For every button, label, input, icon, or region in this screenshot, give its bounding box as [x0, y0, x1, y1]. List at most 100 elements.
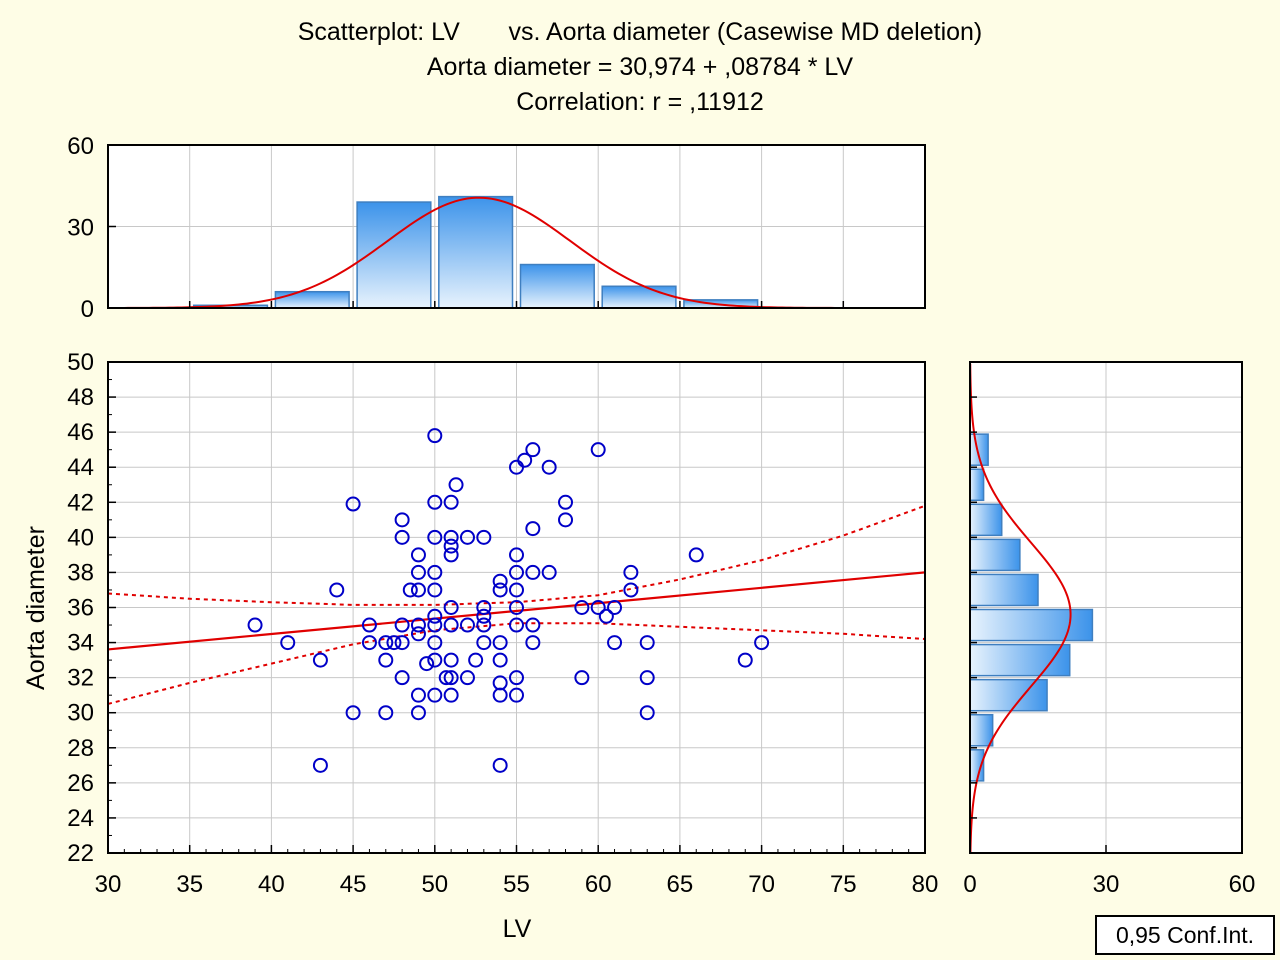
scatter-point	[361, 635, 377, 651]
scatter-point	[574, 600, 590, 615]
confidence-band	[108, 504, 925, 705]
right-histogram-bar	[969, 608, 1094, 642]
scatter-point	[427, 635, 443, 651]
scatter-grid	[108, 362, 925, 853]
scatter-point	[410, 687, 426, 703]
scatter-point	[459, 529, 475, 545]
scatter-point	[476, 608, 492, 624]
scatter-point	[639, 670, 655, 686]
scatter-point	[476, 635, 492, 651]
scatter-point	[492, 757, 508, 773]
x-tick-label: 50	[421, 871, 448, 898]
scatter-point	[607, 635, 623, 651]
right-histogram-bar	[969, 468, 985, 502]
x-tick-label: 55	[503, 871, 530, 898]
x-tick-label: 30	[95, 871, 122, 898]
scatter-points	[247, 428, 770, 773]
scatter-point	[443, 547, 459, 563]
scatter-point	[525, 521, 541, 537]
right-histogram-bar	[969, 503, 1003, 537]
scatter-point	[525, 564, 541, 580]
y-tick-label: 24	[67, 805, 94, 832]
right-x-tick-label: 30	[1093, 871, 1120, 898]
scatter-point	[361, 617, 377, 633]
right-histogram-bar	[969, 643, 1071, 677]
top-histogram-panel: 0 30 60	[67, 133, 926, 323]
confidence-band-lower	[108, 622, 925, 705]
y-tick-label: 48	[67, 384, 94, 411]
scatter-point	[443, 600, 459, 615]
scatter-point	[639, 635, 655, 651]
x-tick-label: 35	[176, 871, 203, 898]
scatter-point	[386, 635, 402, 651]
scatter-point	[492, 687, 508, 703]
right-histogram-grid	[970, 362, 1242, 853]
scatter-point	[541, 459, 557, 475]
scatter-point	[427, 582, 443, 598]
scatter-point	[427, 608, 443, 624]
scatter-point	[459, 670, 475, 686]
scatter-point	[410, 547, 426, 563]
regression-fit-line	[108, 571, 925, 651]
x-tick-label: 40	[258, 871, 285, 898]
scatter-point	[394, 635, 410, 651]
scatter-point	[410, 617, 426, 633]
chart-title-line-1: Scatterplot: LV vs. Aorta diameter (Case…	[297, 18, 983, 46]
scatter-point	[443, 494, 459, 510]
scatter-point	[438, 670, 454, 686]
x-tick-label: 70	[748, 871, 775, 898]
scatter-point	[448, 477, 464, 493]
scatter-point	[574, 670, 590, 686]
top-y-tick-label: 60	[67, 133, 94, 160]
scatter-point	[754, 635, 770, 651]
scatter-point	[443, 670, 459, 686]
scatter-point	[590, 442, 606, 458]
y-axis-label: Aorta diameter	[22, 526, 50, 690]
right-x-tick-label: 0	[963, 871, 976, 898]
x-tick-label: 80	[912, 871, 939, 898]
scatter-point	[476, 529, 492, 545]
scatter-point	[402, 582, 418, 598]
scatter-point	[378, 705, 394, 721]
x-tick-label: 65	[667, 871, 694, 898]
y-tick-label: 32	[67, 665, 94, 692]
scatter-point	[443, 617, 459, 633]
right-histogram-bar	[969, 573, 1039, 607]
scatter-point	[394, 512, 410, 528]
chart-title-line-3: Correlation: r = ,11912	[516, 88, 764, 116]
scatter-point	[394, 617, 410, 633]
y-tick-label: 46	[67, 419, 94, 446]
x-tick-label: 75	[830, 871, 857, 898]
scatter-panel: 30 35 40 45 50 55 60 65 70 75 80 22 24 26 28 30 32 34 36 38…	[22, 349, 938, 943]
scatter-point	[329, 582, 345, 598]
scatter-point	[492, 635, 508, 651]
x-axis-label: LV	[503, 915, 532, 943]
top-histogram-bar	[601, 285, 677, 309]
scatter-ticks: 30 35 40 45 50 55 60 65 70 75 80 22 24 26 28 30 32 34 36 38…	[67, 349, 938, 898]
y-tick-label: 36	[67, 595, 94, 622]
right-histogram-ticks: 0 30 60	[963, 361, 1256, 898]
y-tick-label: 34	[67, 630, 94, 657]
scatter-point	[410, 564, 426, 580]
confidence-interval-legend: 0,95 Conf.Int.	[1095, 915, 1275, 955]
scatter-point	[509, 617, 524, 633]
y-tick-label: 26	[67, 770, 94, 797]
chart-title-line-2: Aorta diameter = 30,974 + ,08784 * LV	[426, 53, 854, 81]
scatter-point	[468, 652, 484, 668]
right-x-tick-label: 60	[1229, 871, 1256, 898]
scatter-point	[558, 494, 574, 510]
scatter-point	[623, 582, 639, 598]
right-normal-curve	[970, 363, 1072, 853]
y-tick-label: 42	[67, 489, 94, 516]
scatter-point	[607, 600, 623, 615]
scatter-point	[427, 529, 443, 545]
scatter-point	[345, 705, 361, 721]
regression-line	[108, 571, 925, 651]
scatter-point	[598, 608, 614, 624]
scatter-point	[427, 564, 443, 580]
top-histogram-grid	[108, 145, 925, 308]
scatter-point	[509, 670, 524, 686]
scatter-point	[312, 757, 328, 773]
top-histogram-bar	[438, 195, 514, 309]
scatter-point	[427, 687, 443, 703]
